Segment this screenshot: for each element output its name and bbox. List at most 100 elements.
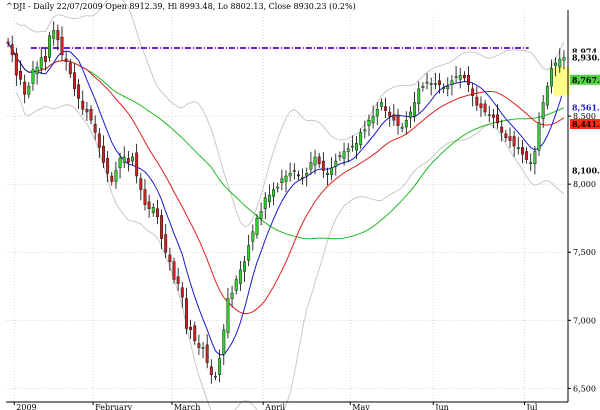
candle-up <box>404 119 408 128</box>
x-tick-label: March <box>174 403 200 410</box>
candle-down <box>68 62 72 75</box>
price-label-bg <box>570 102 600 113</box>
candle-up <box>313 156 317 166</box>
price-label-bg <box>570 165 600 176</box>
candle-down <box>205 344 209 363</box>
candle-down <box>504 133 508 139</box>
candle-up <box>234 279 238 291</box>
candle-up <box>355 143 358 151</box>
candle-down <box>384 106 387 111</box>
candle-up <box>230 292 234 299</box>
candle-up <box>350 145 354 148</box>
candle-up <box>255 218 259 235</box>
candle-up <box>222 329 226 355</box>
candle-up <box>367 119 371 126</box>
candle-down <box>10 44 14 56</box>
y-tick-label: 7,500 <box>573 248 596 257</box>
x-tick-label: 2009 <box>16 403 36 410</box>
price-label-bg <box>570 46 600 57</box>
candle-down <box>139 178 143 190</box>
price-label: 8,100.62 <box>572 165 600 175</box>
candle-up <box>131 156 134 162</box>
candle-up <box>52 30 56 39</box>
price-label: 8,561.73 <box>572 103 600 113</box>
candle-up <box>529 162 533 164</box>
candle-up <box>533 151 537 164</box>
candle-down <box>23 81 27 95</box>
candle-down <box>97 133 101 148</box>
candle-up <box>280 178 284 184</box>
candle-up <box>288 173 292 177</box>
candle-down <box>19 70 22 80</box>
y-tick-label: 8,500 <box>573 112 596 121</box>
candle-up <box>429 83 433 85</box>
candle-up <box>214 375 217 378</box>
candle-down <box>143 189 147 205</box>
price-label: 8,974.43 <box>572 47 600 57</box>
candle-up <box>31 69 35 84</box>
price-label: 8,767.07 <box>572 75 600 85</box>
candle-up <box>118 158 122 169</box>
candle-up <box>338 155 342 158</box>
candle-down <box>110 175 114 182</box>
candle-down <box>168 254 172 262</box>
candle-up <box>263 197 267 209</box>
candle-down <box>43 56 47 62</box>
candle-up <box>301 177 305 179</box>
candle-up <box>122 156 126 163</box>
candle-down <box>317 156 321 164</box>
candle-up <box>326 173 329 175</box>
candle-down <box>56 30 60 41</box>
candle-up <box>359 132 363 145</box>
candle-up <box>425 81 429 84</box>
candle-down <box>388 111 392 117</box>
candle-up <box>379 102 383 107</box>
candle-up <box>409 111 412 118</box>
candle-down <box>64 58 68 62</box>
candle-up <box>272 189 275 197</box>
candle-up <box>558 58 562 68</box>
candle-down <box>176 276 180 284</box>
candle-up <box>545 85 549 106</box>
candle-down <box>297 174 300 177</box>
candle-up <box>251 231 255 242</box>
candle-down <box>479 103 483 109</box>
candle-down <box>491 114 495 118</box>
candle-down <box>77 84 81 99</box>
candle-up <box>487 114 491 116</box>
candle-up <box>27 85 31 95</box>
candle-up <box>446 85 450 90</box>
candle-up <box>450 80 454 85</box>
y-tick-label: 7,000 <box>573 316 596 325</box>
candle-up <box>151 207 155 213</box>
candle-down <box>147 201 151 209</box>
candle-up <box>346 148 350 152</box>
candle-down <box>106 158 110 174</box>
candle-down <box>512 136 516 147</box>
candle-down <box>438 80 441 85</box>
x-tick-label: Jun <box>434 403 449 410</box>
x-tick-label: February <box>95 403 133 410</box>
candlestick-layer <box>6 21 566 384</box>
candle-up <box>433 83 437 85</box>
candle-up <box>442 87 446 90</box>
ma-blue-line <box>7 43 565 356</box>
candle-up <box>114 170 118 182</box>
candle-up <box>554 62 558 66</box>
candle-down <box>496 114 499 124</box>
price-label: 8,930.23 <box>572 53 600 63</box>
candle-down <box>81 100 85 110</box>
candle-up <box>276 186 280 189</box>
candle-down <box>6 41 10 44</box>
price-label-bg <box>570 52 600 63</box>
candle-up <box>400 126 404 129</box>
candle-up <box>516 147 520 149</box>
candle-down <box>396 115 400 126</box>
candle-down <box>193 325 197 341</box>
candle-up <box>458 75 462 80</box>
candle-up <box>292 170 296 172</box>
candle-down <box>164 234 168 253</box>
candle-down <box>135 152 139 177</box>
